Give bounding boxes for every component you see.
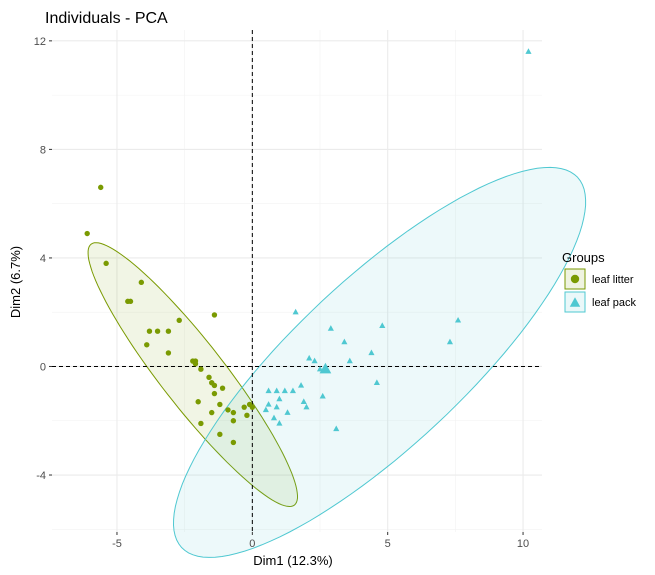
point-leaf-litter	[165, 328, 172, 334]
y-tick-label: 8	[40, 144, 46, 156]
y-tick-label: -4	[36, 470, 46, 482]
point-leaf-litter	[138, 279, 145, 286]
legend-item-leaf-pack: leaf pack	[564, 291, 637, 313]
point-leaf-pack	[379, 322, 386, 328]
point-leaf-pack	[333, 425, 340, 432]
legend-title: Groups	[562, 250, 605, 265]
point-leaf-litter	[103, 260, 109, 267]
x-tick-label: 10	[517, 538, 529, 550]
x-tick-label: -5	[112, 538, 122, 550]
data-points	[84, 48, 532, 446]
point-leaf-pack	[276, 395, 283, 402]
legend-triangle-icon	[569, 297, 581, 307]
point-leaf-pack	[306, 354, 313, 361]
point-leaf-litter	[244, 412, 250, 419]
axis-ticks: -5 0 5 10 -4 0 4 8 12	[34, 36, 529, 550]
point-leaf-pack	[455, 316, 462, 323]
point-leaf-pack	[311, 357, 318, 364]
point-leaf-litter	[217, 431, 223, 438]
point-leaf-litter	[198, 366, 204, 372]
x-tick-label: 5	[385, 538, 391, 550]
point-leaf-litter	[225, 407, 231, 413]
point-leaf-litter	[217, 401, 223, 408]
point-leaf-pack	[270, 414, 278, 421]
point-leaf-litter	[211, 312, 218, 318]
centroid-leaf-pack	[319, 362, 332, 374]
point-leaf-pack	[265, 401, 272, 407]
point-leaf-pack	[373, 379, 380, 385]
confidence-ellipses	[87, 166, 587, 558]
point-leaf-litter	[198, 420, 204, 427]
ellipse-leaf-pack	[172, 166, 587, 558]
point-leaf-litter	[209, 409, 215, 416]
point-leaf-pack	[289, 387, 296, 394]
point-leaf-pack	[341, 338, 348, 345]
x-axis-title: Dim1 (12.3%)	[253, 553, 332, 568]
point-leaf-pack	[292, 308, 299, 315]
legend: Groups leaf litter leaf pack	[562, 250, 637, 313]
point-leaf-pack	[368, 349, 375, 356]
point-leaf-pack	[284, 409, 291, 415]
y-tick-label: 4	[40, 253, 46, 265]
point-leaf-litter	[230, 418, 237, 424]
y-tick-label: 12	[34, 36, 46, 48]
point-leaf-pack	[525, 48, 532, 54]
point-leaf-litter	[146, 328, 153, 334]
point-leaf-litter	[176, 317, 182, 324]
point-leaf-litter	[230, 439, 237, 446]
chart-title: Individuals - PCA	[45, 10, 168, 27]
legend-item-leaf-litter: leaf litter	[564, 268, 634, 290]
legend-label: leaf pack	[592, 297, 637, 309]
y-tick-label: 0	[40, 361, 46, 373]
point-leaf-pack	[298, 382, 305, 388]
point-leaf-litter	[230, 409, 237, 416]
point-leaf-litter	[192, 361, 199, 367]
point-leaf-pack	[303, 403, 310, 410]
point-leaf-litter	[84, 230, 90, 237]
point-leaf-litter	[195, 399, 201, 405]
legend-label: leaf litter	[592, 274, 634, 286]
point-leaf-litter	[249, 404, 256, 410]
point-leaf-litter	[98, 184, 104, 191]
point-leaf-pack	[273, 387, 280, 394]
point-leaf-litter	[165, 350, 172, 356]
point-leaf-litter	[206, 374, 212, 381]
point-leaf-litter	[211, 390, 218, 397]
point-leaf-litter	[211, 382, 218, 389]
x-tick-label: 0	[249, 538, 255, 550]
point-leaf-pack	[327, 325, 334, 331]
legend-circle-icon	[570, 274, 580, 284]
point-leaf-pack	[262, 406, 269, 413]
point-leaf-pack	[346, 357, 353, 364]
point-leaf-pack	[273, 403, 280, 410]
point-leaf-pack	[300, 398, 307, 404]
point-leaf-litter	[154, 328, 161, 334]
point-leaf-pack	[446, 338, 454, 345]
ellipse-leaf-litter	[87, 242, 298, 508]
point-leaf-pack	[319, 392, 326, 399]
point-leaf-litter	[219, 385, 226, 391]
point-leaf-pack	[281, 387, 288, 394]
y-axis-title: Dim2 (6.7%)	[8, 246, 23, 318]
point-leaf-litter	[144, 342, 150, 348]
point-leaf-litter	[241, 404, 247, 410]
point-leaf-pack	[276, 420, 283, 426]
point-leaf-pack	[265, 387, 272, 394]
reference-lines	[52, 30, 542, 532]
point-leaf-litter	[127, 298, 134, 305]
